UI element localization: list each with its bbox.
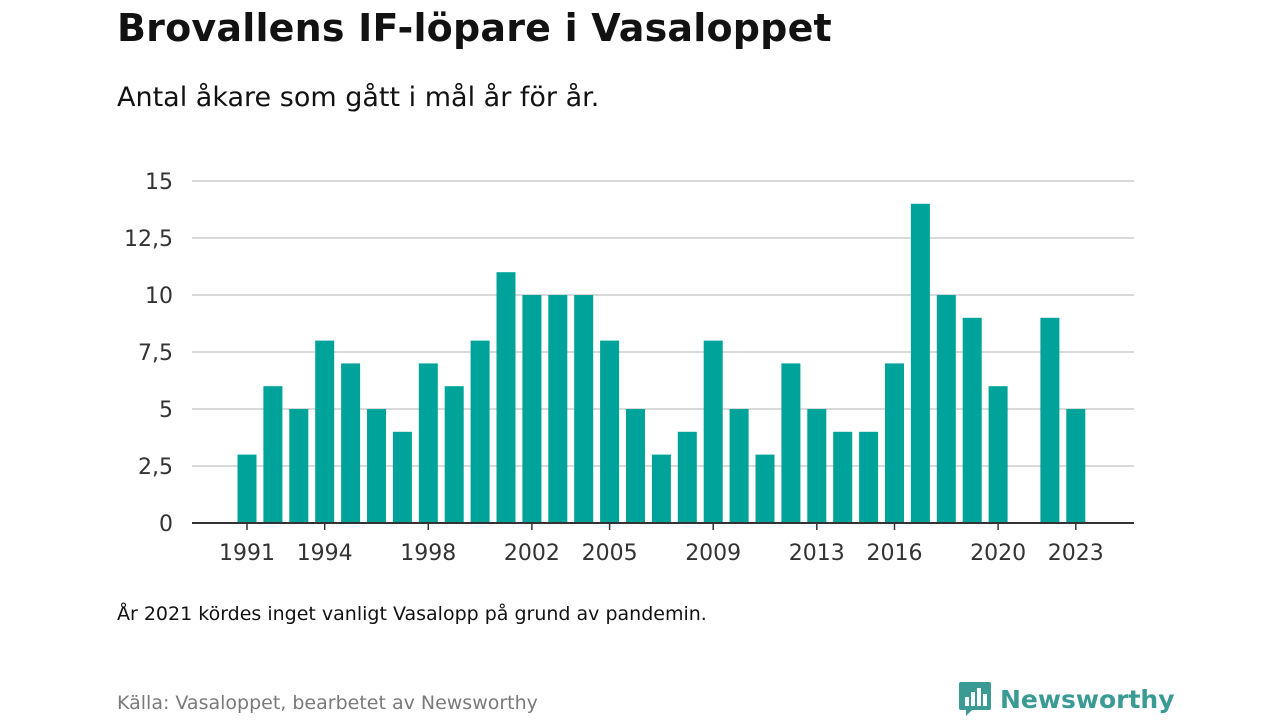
bar-2005 [600,340,620,523]
bar-2013 [807,409,827,523]
x-tick-label: 2005 [582,541,638,566]
chart-title: Brovallens IF-löpare i Vasaloppet [117,6,832,50]
x-tick-label: 2013 [789,541,845,566]
y-tick-label: 15 [145,170,173,195]
x-tick-label: 2020 [970,541,1026,566]
bar-1993 [289,409,309,523]
bar-2023 [1066,409,1086,523]
bar-2019 [962,317,982,523]
x-tick-label: 2009 [685,541,741,566]
bar-1995 [341,363,361,523]
bar-1999 [444,386,464,523]
x-axis [192,522,1134,530]
bar-2006 [626,409,645,523]
bar-2011 [755,454,775,523]
bar-1991 [237,454,257,523]
x-tick-label: 1994 [297,541,353,566]
bar-2017 [910,203,930,524]
bar-2004 [574,295,594,523]
bar-2008 [677,431,697,523]
newsworthy-bar-chart-icon [959,682,991,716]
bar-2009 [703,340,723,523]
bar-1994 [315,340,335,523]
y-tick-label: 5 [159,398,173,423]
bar-2016 [885,363,904,523]
x-tick-label: 2016 [867,541,923,566]
bar-2007 [651,454,671,523]
bar-2001 [496,272,516,523]
bar-2010 [729,409,749,523]
bar-1998 [418,363,438,523]
y-tick-label: 12,5 [124,227,173,252]
y-tick-label: 2,5 [138,455,173,480]
bar-2015 [859,431,879,523]
brand-logo: Newsworthy [958,680,1175,718]
chart-subtitle: Antal åkare som gått i mål år för år. [117,82,600,113]
x-tick-label: 1998 [400,541,456,566]
bars [237,203,1086,524]
y-tick-label: 10 [145,284,173,309]
x-tick-label: 2023 [1048,541,1104,566]
bar-2022 [1040,317,1060,523]
bar-2020 [988,386,1008,523]
bar-1992 [263,386,283,523]
y-tick-labels: 0 2,5 5 7,5 10 12,5 15 [124,170,173,537]
x-tick-labels: 1991 1994 1998 2002 2005 2009 2013 2016 2020 2023 [219,541,1104,566]
x-tick-label: 2002 [504,541,560,566]
y-tick-label: 0 [159,512,173,537]
bar-2018 [936,295,956,523]
bar-1997 [392,431,412,523]
chart-note: År 2021 kördes inget vanligt Vasalopp på… [117,603,707,625]
source-credit: Källa: Vasaloppet, bearbetet av Newswort… [117,692,538,714]
x-tick-label: 1991 [219,541,275,566]
bar-2000 [470,340,490,523]
y-tick-label: 7,5 [138,341,173,366]
bar-1996 [367,409,386,523]
bar-2012 [781,363,801,523]
bar-2002 [522,295,542,523]
bar-2014 [833,431,853,523]
brand-name: Newsworthy [1000,684,1175,714]
bar-2003 [548,295,568,523]
